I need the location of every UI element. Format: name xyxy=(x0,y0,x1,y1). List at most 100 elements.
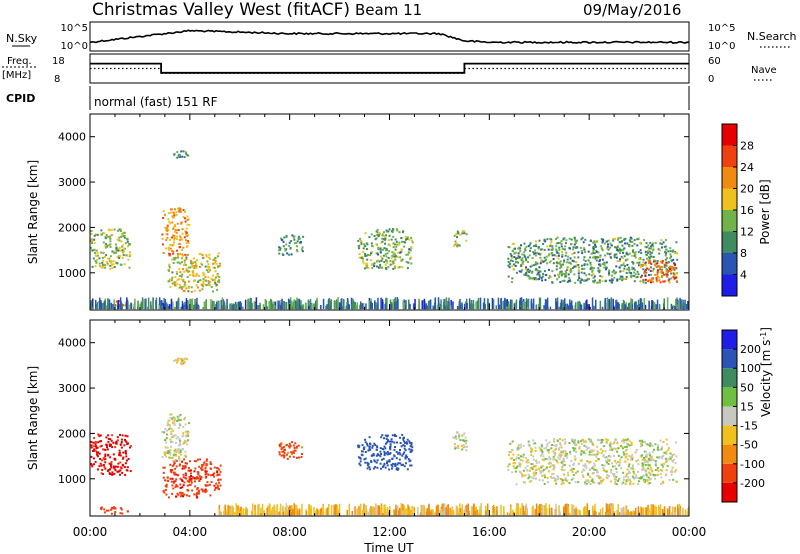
heatmap-cell xyxy=(192,261,195,264)
heatmap-cell xyxy=(628,243,631,246)
heatmap-cell xyxy=(403,245,406,248)
heatmap-cell xyxy=(380,266,383,269)
heatmap-cell xyxy=(212,266,215,269)
heatmap-cell xyxy=(656,262,659,265)
heatmap-cell xyxy=(379,251,382,254)
heatmap-cell xyxy=(545,466,548,469)
heatmap-cell xyxy=(687,507,689,516)
heatmap-cell xyxy=(579,510,582,516)
heatmap-cell xyxy=(123,234,126,237)
heatmap-cell xyxy=(599,256,602,259)
heatmap-cell xyxy=(270,299,273,310)
heatmap-cell xyxy=(626,472,628,475)
heatmap-cell xyxy=(527,274,530,277)
heatmap-cell xyxy=(184,217,186,220)
heatmap-cell xyxy=(406,456,409,459)
heatmap-cell xyxy=(119,454,122,457)
heatmap-cell xyxy=(394,255,397,258)
heatmap-cell xyxy=(359,457,362,460)
heatmap-cell xyxy=(633,472,636,475)
heatmap-cell xyxy=(570,460,573,462)
heatmap-cell xyxy=(352,303,354,310)
heatmap-cell xyxy=(643,480,646,482)
heatmap-cell xyxy=(399,442,402,444)
heatmap-cell xyxy=(93,234,96,237)
heatmap-cell xyxy=(375,504,377,516)
heatmap-cell xyxy=(282,450,285,453)
heatmap-cell xyxy=(98,435,101,438)
heatmap-cell xyxy=(366,442,369,445)
heatmap-cell xyxy=(175,270,178,273)
heatmap-cell xyxy=(235,504,238,516)
heatmap-cell xyxy=(164,428,167,430)
heatmap-cell xyxy=(598,271,601,274)
heatmap-cell xyxy=(580,304,582,310)
heatmap-cell xyxy=(169,453,172,456)
heatmap-cell xyxy=(197,471,200,474)
heatmap-cell xyxy=(209,257,211,260)
heatmap-cell xyxy=(578,509,580,516)
heatmap-cell xyxy=(223,300,225,310)
heatmap-cell xyxy=(456,236,458,239)
heatmap-cell xyxy=(389,260,392,263)
heatmap-cell xyxy=(190,477,193,480)
heatmap-cell xyxy=(121,512,124,515)
heatmap-cell xyxy=(668,506,671,516)
heatmap-cell xyxy=(368,445,371,448)
heatmap-cell xyxy=(203,489,206,492)
heatmap-cell xyxy=(399,449,401,451)
heatmap-cell xyxy=(633,239,636,242)
heatmap-cell xyxy=(485,510,488,516)
heatmap-cell xyxy=(298,298,301,310)
noise-ytick-right-top: 10^5 xyxy=(708,23,735,34)
heatmap-cell xyxy=(631,254,633,257)
heatmap-cell xyxy=(189,266,192,269)
heatmap-cell xyxy=(597,451,600,454)
heatmap-cell xyxy=(657,449,660,451)
heatmap-cell xyxy=(670,255,673,258)
heatmap-cell xyxy=(558,248,561,251)
heatmap-cell xyxy=(676,258,679,261)
heatmap-cell xyxy=(171,418,174,421)
heatmap-cell xyxy=(186,154,189,157)
heatmap-cell xyxy=(180,261,183,264)
heatmap-cell xyxy=(394,238,397,241)
heatmap-cell xyxy=(181,249,183,251)
heatmap-cell xyxy=(104,453,107,456)
heatmap-cell xyxy=(360,242,363,245)
heatmap-cell xyxy=(235,303,238,310)
heatmap-cell xyxy=(183,418,186,421)
heatmap-cell xyxy=(669,456,672,459)
heatmap-cell xyxy=(550,465,553,468)
heatmap-cell xyxy=(665,438,668,441)
heatmap-cell xyxy=(637,506,640,516)
heatmap-cell xyxy=(546,238,549,241)
heatmap-cell xyxy=(287,451,290,454)
heatmap-cell xyxy=(576,470,579,473)
heatmap-cell xyxy=(463,232,466,235)
heatmap-cell xyxy=(403,465,406,468)
heatmap-cell xyxy=(624,482,627,485)
heatmap-cell xyxy=(177,474,180,477)
heatmap-cell xyxy=(614,481,617,483)
heatmap-cell xyxy=(379,255,382,258)
heatmap-cell xyxy=(282,240,285,243)
heatmap-cell xyxy=(608,504,610,516)
heatmap-cell xyxy=(109,456,112,459)
heatmap-cell xyxy=(424,305,427,310)
heatmap-cell xyxy=(671,466,674,469)
heatmap-cell xyxy=(381,240,384,243)
heatmap-cell xyxy=(263,510,265,516)
heatmap-cell xyxy=(663,298,665,310)
heatmap-cell xyxy=(299,508,301,516)
heatmap-cell xyxy=(455,437,458,440)
heatmap-cell xyxy=(381,237,384,240)
heatmap-cell xyxy=(234,512,236,516)
heatmap-cell xyxy=(445,297,448,310)
heatmap-cell xyxy=(557,257,560,260)
heatmap-cell xyxy=(108,472,111,475)
heatmap-cell xyxy=(198,465,201,468)
heatmap-cell xyxy=(403,436,405,439)
heatmap-cell xyxy=(617,237,620,240)
heatmap-cell xyxy=(384,442,387,445)
